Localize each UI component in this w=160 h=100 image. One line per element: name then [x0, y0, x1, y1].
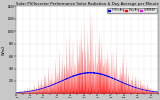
Text: Solar PV/Inverter Performance Solar Radiation & Day Average per Minute: Solar PV/Inverter Performance Solar Radi…: [16, 2, 159, 6]
Y-axis label: W/m2: W/m2: [2, 45, 6, 55]
Legend: 5 Min Avg, Day Avg, CURRENT: 5 Min Avg, Day Avg, CURRENT: [107, 8, 157, 13]
